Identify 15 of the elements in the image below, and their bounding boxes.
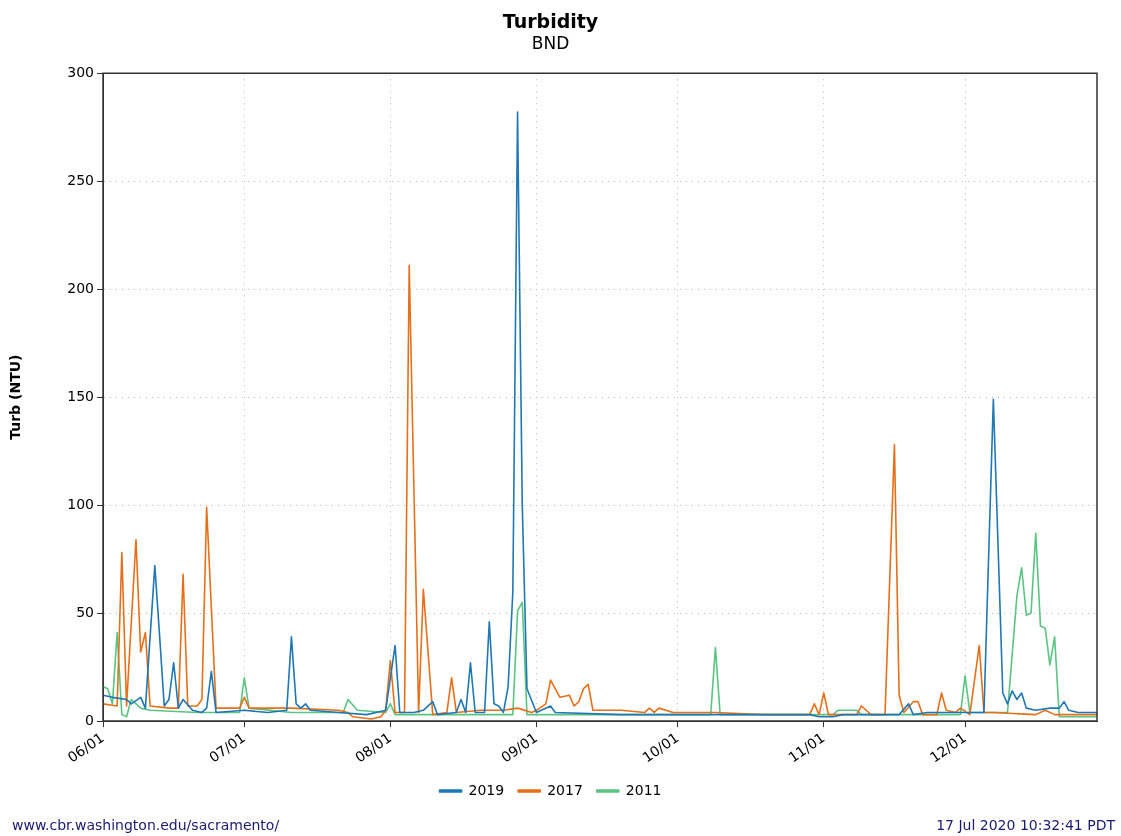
legend-label: 2019 (468, 781, 505, 798)
legend-label: 2017 (547, 781, 583, 798)
y-tick-label: 150 (67, 387, 94, 404)
y-tick-label: 50 (76, 603, 94, 620)
y-tick-label: 300 (67, 63, 94, 80)
y-tick-label: 100 (67, 495, 94, 512)
text: 17 Jul 2020 10:32:41 PDT (936, 817, 1116, 833)
chart-subtitle: BND (531, 33, 570, 54)
chart-title: Turbidity (502, 10, 599, 33)
y-tick-label: 250 (67, 171, 94, 188)
y-axis-title: Turb (NTU) (7, 354, 24, 440)
y-tick-label: 0 (85, 711, 94, 728)
legend-label: 2011 (625, 781, 662, 798)
text: www.cbr.washington.edu/sacramento/ (12, 817, 280, 833)
y-tick-label: 200 (67, 279, 94, 296)
